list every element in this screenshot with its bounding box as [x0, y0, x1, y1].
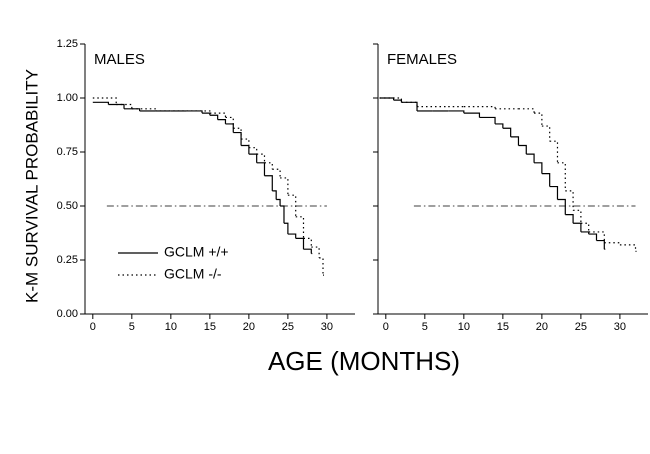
survival-step	[495, 123, 504, 129]
survival-step	[202, 112, 211, 116]
x-tick-label: 25	[575, 321, 587, 333]
survival-step	[463, 106, 496, 109]
survival-step	[92, 101, 110, 105]
survival-step	[549, 140, 559, 163]
survival-step	[276, 198, 281, 206]
survival-step	[303, 248, 312, 254]
survival-step	[264, 162, 273, 170]
survival-step	[295, 237, 305, 250]
survival-step	[225, 116, 234, 129]
x-tick-label: 10	[458, 321, 470, 333]
x-tick-label: 0	[383, 321, 389, 333]
y-tick-label: 0.25	[57, 254, 78, 266]
survival-step	[510, 136, 520, 146]
survival-step	[248, 153, 258, 163]
survival-step	[401, 101, 418, 107]
survival-step	[319, 257, 324, 276]
survival-step	[604, 242, 621, 245]
survival-step	[295, 216, 305, 239]
survival-step	[580, 231, 590, 235]
survival-step	[272, 168, 281, 178]
x-tick-label: 5	[422, 321, 428, 333]
survival-step	[526, 153, 535, 163]
survival-step	[502, 127, 512, 137]
survival-step	[241, 138, 250, 148]
panel-title: MALES	[94, 51, 145, 68]
survival-step	[379, 97, 395, 101]
survival-step	[264, 175, 273, 191]
survival-step	[124, 108, 141, 111]
survival-step	[209, 114, 219, 120]
survival-step	[280, 177, 289, 196]
survival-step	[108, 103, 125, 109]
survival-step	[463, 112, 481, 118]
survival-step	[248, 147, 258, 155]
x-tick-label: 20	[536, 321, 548, 333]
x-tick-label: 25	[282, 321, 294, 333]
y-tick-label: 1.25	[57, 38, 78, 50]
survival-step	[573, 209, 582, 224]
survival-step	[588, 231, 605, 243]
survival-step	[448, 110, 465, 114]
survival-step	[186, 110, 203, 114]
x-tick-label: 5	[129, 321, 135, 333]
survival-step	[393, 99, 403, 103]
x-tick-label: 30	[321, 321, 333, 333]
survival-step	[619, 244, 637, 252]
survival-step	[225, 123, 234, 133]
survival-step	[541, 173, 551, 187]
survival-step	[549, 185, 559, 200]
y-tick-label: 0.00	[57, 308, 78, 320]
x-axis-label: AGE (MONTHS)	[268, 346, 460, 376]
x-tick-label: 30	[614, 321, 626, 333]
survival-step	[557, 198, 566, 215]
survival-step	[541, 125, 551, 142]
y-tick-label: 0.50	[57, 200, 78, 212]
survival-step	[479, 116, 496, 124]
survival-step	[280, 205, 285, 224]
survival-step	[256, 153, 266, 163]
survival-step	[303, 237, 312, 248]
survival-step	[92, 97, 117, 105]
survival-step	[580, 222, 590, 232]
survival-step	[233, 131, 242, 146]
survival-step	[518, 144, 527, 155]
panel-title: FEMALES	[387, 51, 457, 68]
survival-step	[287, 233, 297, 239]
x-tick-label: 20	[243, 321, 255, 333]
survival-step	[233, 127, 242, 140]
x-tick-label: 15	[497, 321, 509, 333]
survival-step	[186, 110, 211, 114]
survival-step	[565, 190, 574, 211]
survival-step	[518, 108, 535, 114]
survival-step	[557, 162, 566, 191]
legend-label: GCLM -/-	[164, 266, 222, 282]
x-tick-label: 10	[165, 321, 177, 333]
survival-step	[534, 162, 543, 174]
survival-step	[534, 112, 543, 127]
survival-step	[256, 162, 266, 176]
survival-step	[401, 101, 418, 111]
survival-step	[588, 233, 598, 241]
y-tick-label: 1.00	[57, 92, 78, 104]
survival-step	[131, 108, 156, 111]
survival-step	[116, 103, 133, 109]
survival-step	[241, 144, 250, 155]
survival-step	[596, 239, 605, 250]
x-tick-label: 15	[204, 321, 216, 333]
legend-label: GCLM +/+	[164, 244, 229, 260]
survival-step	[565, 214, 574, 224]
y-tick-label: 0.75	[57, 146, 78, 158]
survival-step	[573, 222, 582, 232]
y-axis-label: K-M SURVIVAL PROBABILITY	[22, 69, 41, 303]
survival-step	[272, 190, 277, 200]
survival-step	[209, 112, 227, 118]
survival-step	[217, 119, 227, 124]
survival-step	[283, 222, 289, 235]
survival-step	[311, 246, 320, 258]
x-tick-label: 0	[90, 321, 96, 333]
